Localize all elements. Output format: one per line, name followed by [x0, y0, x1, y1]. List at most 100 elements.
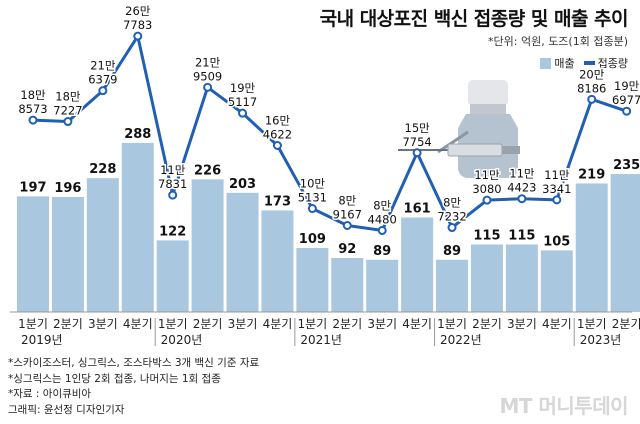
line-value-label-bottom: 9167	[333, 207, 362, 221]
vaccination-point	[133, 31, 143, 41]
unit-note: *단위: 억원, 도즈(1회 접종분)	[488, 35, 628, 48]
x-tick-label: 3분기	[228, 317, 258, 331]
line-value-label-bottom: 6977	[612, 93, 640, 107]
line-value-label-bottom: 4622	[263, 128, 292, 142]
x-tick-label: 2분기	[612, 317, 640, 331]
line-value-label-bottom: 8573	[18, 102, 47, 116]
year-label: 2022년	[440, 333, 482, 347]
revenue-bar	[296, 248, 329, 312]
bar-value-label: 197	[19, 180, 46, 195]
vaccination-point	[587, 94, 597, 104]
vaccination-point	[552, 195, 562, 205]
line-value-label-top: 18만	[20, 88, 46, 102]
labels-layer: 197 196 228 288 122 226 203 173 109 92 89 161 89 115 1…	[17, 3, 640, 259]
line-value-label-bottom: 8186	[577, 81, 606, 95]
line-value-label-top: 11만	[474, 168, 500, 182]
x-tick-label: 4분기	[123, 317, 153, 331]
bar-value-label: 115	[473, 228, 500, 243]
line-value-label-top: 16만	[265, 114, 291, 128]
vaccination-point	[447, 223, 457, 233]
revenue-bar	[505, 244, 538, 312]
revenue-bar	[540, 250, 573, 312]
line-value-label-bottom: 3080	[472, 182, 501, 196]
bar-value-label: 288	[124, 127, 151, 142]
legend-bar-swatch	[540, 57, 552, 69]
vaccination-line	[32, 34, 628, 232]
line-value-label-top: 19만	[230, 81, 256, 95]
line-value-label-bottom: 6379	[88, 73, 117, 87]
revenue-bar	[366, 259, 399, 312]
line-value-label-top: 11만	[160, 163, 186, 177]
bar-value-label: 92	[338, 242, 356, 257]
vaccination-point	[482, 195, 492, 205]
legend-line-swatch	[583, 61, 595, 65]
footnote: *자료 : 아이큐비아	[8, 388, 92, 400]
watermark-logo: MT 머니투데이	[499, 394, 628, 418]
line-value-label-bottom: 7783	[123, 18, 152, 32]
line-value-label-bottom: 7831	[158, 177, 187, 191]
line-value-label-bottom: 7227	[53, 104, 82, 118]
bar-value-label: 235	[613, 158, 640, 173]
vaccination-point	[412, 148, 422, 158]
bar-value-label: 203	[229, 177, 256, 192]
line-value-label-top: 11만	[509, 167, 535, 181]
vaccination-point	[622, 106, 632, 116]
x-axis: 1분기 2분기 3분기 4분기 1분기 2분기 3분기 4분기 1분기 2분기 3분기 4분기 1분기 2…	[10, 311, 640, 347]
revenue-bar	[610, 174, 640, 312]
line-layer	[28, 31, 632, 235]
line-value-label-bottom: 4423	[507, 181, 536, 195]
x-tick-label: 3분기	[507, 317, 537, 331]
footnote: 그래픽: 윤선정 디자인기자	[8, 403, 125, 416]
revenue-bar	[86, 178, 119, 312]
bar-value-label: 161	[404, 201, 431, 216]
line-value-label-top: 8만	[338, 193, 356, 207]
bar-value-label: 196	[54, 181, 81, 196]
line-value-label-top: 19만	[614, 79, 640, 93]
x-tick-label: 2분기	[472, 317, 502, 331]
line-value-label-bottom: 7754	[402, 135, 431, 149]
bar-value-label: 89	[443, 244, 461, 259]
line-value-label-bottom: 5131	[298, 191, 327, 205]
x-tick-label: 1분기	[437, 317, 467, 331]
footnote: *싱그릭스는 1인당 2회 접종, 나머지는 1회 접종	[8, 372, 221, 385]
bar-value-label: 219	[578, 167, 605, 182]
x-tick-label: 2분기	[332, 317, 362, 331]
bar-value-label: 89	[373, 244, 391, 259]
legend-bar-label: 매출	[554, 57, 575, 70]
revenue-bar	[156, 240, 189, 312]
line-value-label-top: 8만	[373, 198, 391, 212]
revenue-bar	[331, 257, 364, 312]
line-value-label-top: 26만	[125, 4, 151, 18]
line-value-label-top: 20만	[579, 67, 605, 81]
year-label: 2019년	[21, 333, 63, 347]
bar-value-label: 105	[543, 234, 570, 249]
bar-value-label: 122	[159, 224, 186, 239]
year-label: 2023년	[580, 333, 622, 347]
revenue-bar	[470, 244, 503, 312]
line-value-label-top: 8만	[443, 196, 461, 210]
year-label: 2020년	[161, 333, 203, 347]
revenue-bar	[17, 196, 49, 312]
x-tick-label: 3분기	[367, 317, 397, 331]
bar-value-label: 173	[264, 194, 291, 209]
vaccination-point	[28, 115, 38, 125]
bars-layer	[17, 142, 640, 312]
line-value-label-top: 18만	[55, 90, 81, 104]
x-tick-label: 2분기	[53, 317, 83, 331]
bar-value-label: 109	[299, 232, 326, 247]
x-tick-label: 1분기	[158, 317, 188, 331]
x-tick-label: 4분기	[402, 317, 432, 331]
line-value-label-bottom: 3341	[542, 182, 571, 196]
vaccination-point	[342, 220, 352, 230]
vaccination-point	[98, 86, 108, 96]
bar-value-label: 226	[194, 163, 221, 178]
vaccination-point	[63, 117, 73, 127]
vaccination-point	[377, 225, 387, 235]
footnote: *스카이조스터, 싱그릭스, 조스타박스 3개 백신 기준 자료	[8, 357, 260, 369]
line-value-label-bottom: 9509	[193, 69, 222, 83]
legend: 매출 접종량	[540, 55, 628, 71]
vaccination-point	[272, 141, 282, 151]
line-value-label-bottom: 5117	[228, 95, 257, 109]
line-value-label-top: 15만	[405, 121, 431, 135]
vaccination-point	[238, 108, 248, 118]
